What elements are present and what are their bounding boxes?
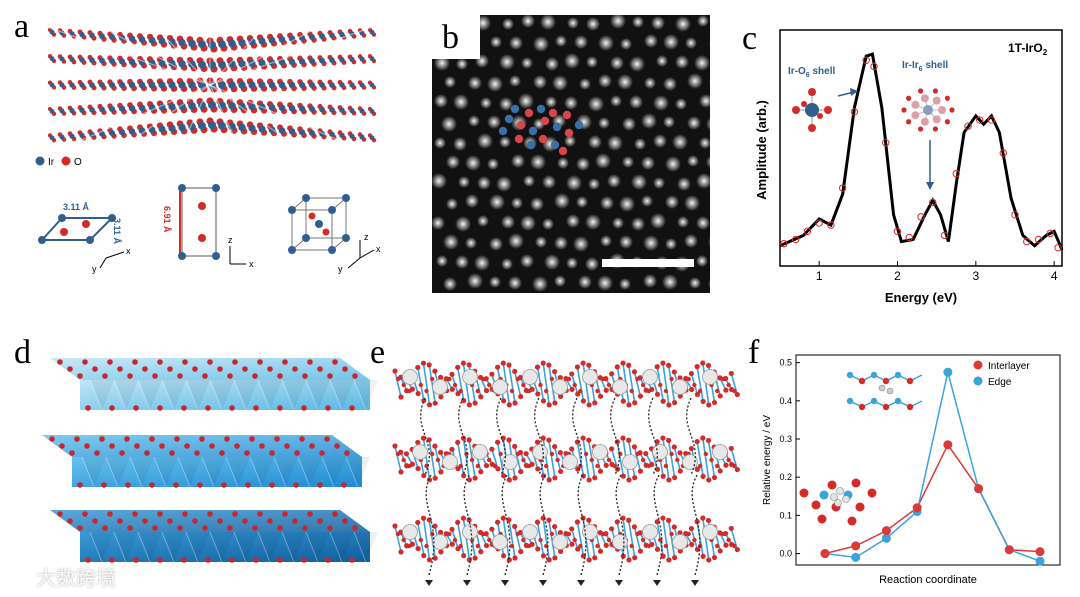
data-point (893, 227, 902, 235)
y-tick-label: 0.2 (779, 472, 792, 482)
edge-point (943, 367, 953, 377)
edge-point (881, 533, 891, 543)
panel-letter-c: c (742, 20, 758, 57)
panel-c-chart: 1 2 3 4 Amplitude (arb.) Energy (eV) 1T-IrO… (754, 29, 1064, 305)
data-point (1011, 211, 1019, 219)
svg-text:1T-IrO2: 1T-IrO2 (1008, 41, 1048, 57)
x-tick-label: 2 (894, 269, 901, 283)
svg-text:Amplitude (arb.): Amplitude (arb.) (754, 100, 769, 200)
svg-text:Ir: Ir (48, 157, 55, 168)
ir-ir6-cluster-icon (901, 88, 955, 132)
edge-point (1035, 556, 1045, 566)
unit-cell-top-view: 3.11 Å 3.11 Å x y (38, 202, 131, 274)
data-point (780, 239, 788, 248)
y-tick-label: 0.5 (779, 358, 792, 368)
data-point (803, 227, 812, 235)
legend: Interlayer Edge (973, 360, 1030, 388)
x-tick-label: 4 (1051, 269, 1058, 283)
unit-cell-side-view: 6.91 Å z x (162, 184, 254, 269)
svg-text:3.11 Å: 3.11 Å (63, 202, 90, 212)
panel-letter-a: a (14, 8, 30, 45)
interlayer-point (912, 503, 922, 513)
edge-point (851, 552, 861, 562)
svg-text:y: y (338, 264, 343, 274)
edge-line (824, 371, 1041, 562)
scale-bar (602, 259, 694, 267)
interlayer-point (851, 541, 861, 551)
watermark: 大数跨境 (8, 562, 116, 591)
interlayer-point (974, 484, 984, 494)
y-tick-label: 0.4 (779, 396, 792, 406)
svg-text:x: x (126, 246, 131, 256)
data-point (870, 62, 878, 71)
data-point (827, 221, 835, 229)
panel-letter-b: b (432, 15, 480, 59)
data-point (882, 139, 890, 147)
svg-text:Ir-O6 shell: Ir-O6 shell (788, 66, 835, 79)
interlayer-point (943, 440, 953, 450)
data-point (917, 213, 925, 221)
fit-line (779, 52, 1064, 251)
data-point (815, 219, 823, 227)
data-point (1034, 235, 1043, 244)
panel-letter-f: f (748, 334, 760, 371)
panel-b-stem-image: b (432, 15, 710, 293)
svg-text:3.11 Å: 3.11 Å (112, 218, 122, 245)
interlayer-structure-icon (846, 371, 923, 411)
svg-text:O: O (74, 157, 82, 168)
data-point (1046, 229, 1054, 238)
y-tick-label: 0.0 (779, 549, 792, 559)
panel-a-structure: Ir O 3.11 Å 3.11 Å x y 6.91 Å z x (35, 24, 381, 274)
panel-f-chart: 0.00.10.20.30.40.5 Relative energy / eV … (762, 354, 1061, 586)
y-tick-label: 0.3 (779, 434, 792, 444)
data-point (791, 235, 800, 244)
data-point (1054, 244, 1062, 252)
svg-text:x: x (376, 244, 381, 254)
svg-text:6.91 Å: 6.91 Å (162, 206, 172, 233)
panel-e-intercalated-layers (392, 360, 740, 586)
data-point (976, 116, 984, 124)
data-point (987, 116, 996, 124)
panel-letter-e: e (370, 334, 386, 371)
data-point (862, 56, 870, 64)
interlayer-point (881, 526, 891, 536)
data-point (905, 233, 913, 242)
svg-text:Ir-Ir6 shell: Ir-Ir6 shell (902, 60, 948, 73)
data-point (940, 231, 949, 240)
svg-text:Edge: Edge (988, 377, 1012, 388)
x-tick-label: 1 (816, 269, 823, 283)
svg-text:y: y (92, 264, 97, 274)
interlayer-point (1004, 545, 1014, 555)
data-point (929, 198, 937, 207)
ir-o6-cluster-icon (792, 88, 832, 132)
watermark-logo-icon (8, 569, 32, 590)
svg-text:x: x (249, 259, 254, 269)
data-point (838, 184, 847, 192)
svg-text:z: z (364, 232, 369, 242)
y-tick-label: 0.1 (779, 510, 792, 520)
svg-text:Interlayer: Interlayer (988, 361, 1030, 372)
svg-text:Energy (eV): Energy (eV) (885, 290, 957, 305)
panel-letter-d: d (14, 334, 31, 371)
panel-d-polyhedral-layers (42, 358, 378, 563)
data-point (850, 108, 859, 116)
svg-text:Reaction coordinate: Reaction coordinate (879, 574, 977, 586)
data-point (999, 149, 1007, 157)
x-tick-label: 3 (972, 269, 979, 283)
interlayer-point (1035, 547, 1045, 557)
data-point (952, 169, 960, 178)
svg-text:Relative energy / eV: Relative energy / eV (762, 415, 773, 505)
edge-structure-icon (799, 478, 877, 526)
interlayer-line (824, 443, 1041, 555)
data-point (964, 122, 972, 130)
interlayer-point (820, 549, 830, 559)
data-point (1023, 237, 1031, 246)
svg-text:z: z (228, 235, 233, 245)
